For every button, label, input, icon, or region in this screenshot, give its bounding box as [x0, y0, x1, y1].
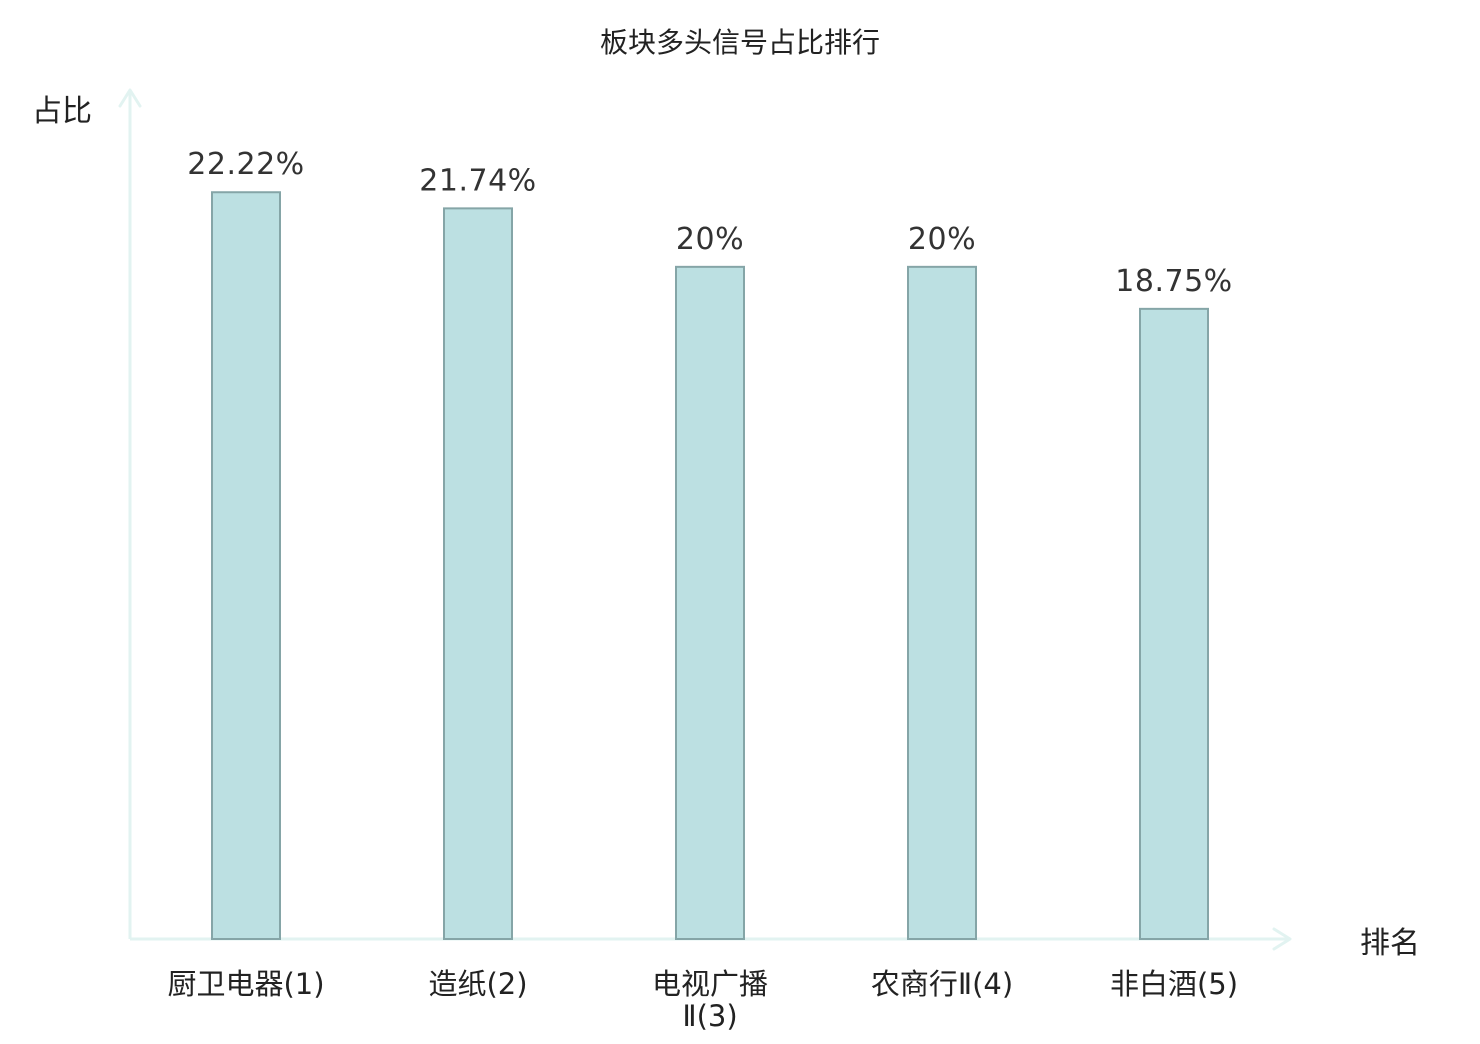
- tick-label-name: 电视广播: [652, 967, 768, 1001]
- bar: [1139, 307, 1209, 940]
- bar: [443, 207, 513, 941]
- bar: [907, 265, 977, 940]
- tick-label: 电视广播: [652, 967, 768, 1001]
- bars-group: [211, 191, 1209, 941]
- chart-title: 板块多头信号占比排行: [600, 26, 880, 59]
- tick-label: 造纸(2): [428, 967, 527, 1001]
- tick-label-name: 非白酒: [1110, 967, 1197, 1001]
- y-axis-arrow-icon: [118, 88, 142, 108]
- tick-label-line2: Ⅱ(3): [682, 999, 737, 1033]
- tick-label-rank: (1): [283, 967, 324, 1001]
- data-label: 20%: [908, 222, 976, 257]
- tick-label-rank: (4): [972, 967, 1013, 1001]
- bar: [675, 265, 745, 940]
- tick-label-rank: (2): [486, 967, 527, 1001]
- tick-label-name: 厨卫电器: [167, 967, 283, 1001]
- data-label: 18.75%: [1115, 264, 1232, 299]
- tick-label: 非白酒(5): [1110, 967, 1238, 1001]
- data-label: 20%: [676, 222, 744, 257]
- y-axis-label: 占比: [32, 94, 92, 129]
- bar: [211, 191, 281, 941]
- tick-label-name: 农商行Ⅱ: [871, 967, 972, 1001]
- x-axis-label: 排名: [1360, 926, 1420, 961]
- x-axis-arrow-icon: [1272, 927, 1292, 951]
- tick-label: 农商行Ⅱ(4): [871, 967, 1013, 1001]
- value-labels-group: 22.22% 21.74% 20% 20% 18.75%: [187, 147, 1232, 299]
- tick-label: 厨卫电器(1): [167, 967, 324, 1001]
- data-label: 21.74%: [419, 163, 536, 198]
- tick-label-rank: (5): [1197, 967, 1238, 1001]
- data-label: 22.22%: [187, 147, 304, 182]
- tick-label-name: 造纸: [428, 967, 486, 1001]
